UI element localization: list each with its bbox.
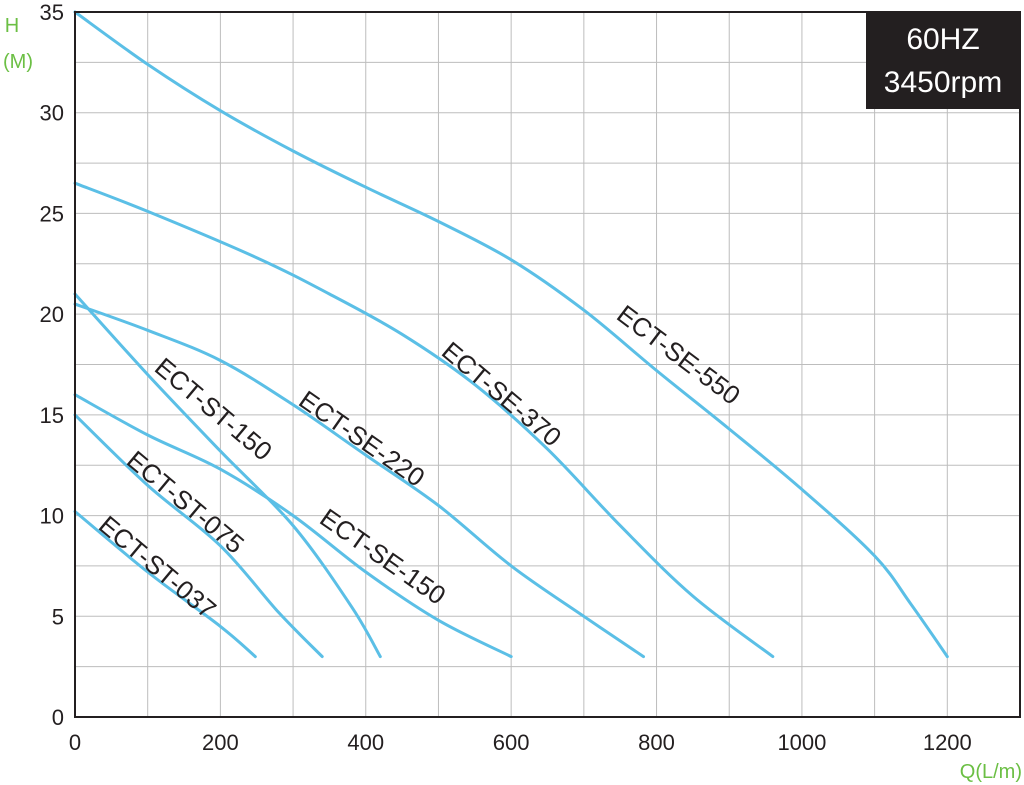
y-tick-label: 0 <box>52 705 64 730</box>
curve-label-ect-se-370: ECT-SE-370 <box>436 336 567 453</box>
grid <box>75 12 1020 717</box>
x-tick-label: 400 <box>347 730 384 755</box>
x-tick-label: 200 <box>202 730 239 755</box>
curve-ect-se-150 <box>73 393 513 659</box>
y-tick-label: 30 <box>40 101 64 126</box>
badge-background <box>866 12 1020 109</box>
curve-label-ect-se-150: ECT-SE-150 <box>315 502 452 610</box>
y-tick-label: 15 <box>40 403 64 428</box>
y-axis-title: H <box>5 15 19 37</box>
badge-frequency: 60HZ <box>906 23 979 56</box>
x-tick-label: 600 <box>493 730 530 755</box>
x-tick-label: 1200 <box>923 730 972 755</box>
plot-frame <box>74 11 1021 718</box>
performance-curves <box>73 10 949 659</box>
curve-label-ect-se-220: ECT-SE-220 <box>294 384 431 492</box>
curve-ect-st-037 <box>73 510 257 659</box>
y-tick-label: 5 <box>52 604 64 629</box>
y-tick-label: 20 <box>40 302 64 327</box>
y-axis-unit: (M) <box>3 51 33 73</box>
x-tick-label: 1000 <box>777 730 826 755</box>
curve-ect-st-075 <box>73 413 324 659</box>
tick-labels: 0 200 400 600 800 1000 1200 0 5 10 15 20 25 30 35 <box>40 0 972 755</box>
x-axis-title: Q(L/m) <box>960 761 1022 783</box>
frequency-badge: 60HZ 3450rpm <box>866 12 1020 109</box>
x-tick-label: 0 <box>69 730 81 755</box>
curve-label-ect-st-150: ECT-ST-150 <box>149 352 278 467</box>
curve-ect-se-550 <box>73 10 949 659</box>
y-tick-label: 25 <box>40 201 64 226</box>
curve-label-ect-se-550: ECT-SE-550 <box>611 299 746 411</box>
curve-ect-st-150 <box>73 292 382 659</box>
curve-ect-se-370 <box>73 181 775 659</box>
x-tick-label: 800 <box>638 730 675 755</box>
y-tick-label: 10 <box>40 504 64 529</box>
badge-speed: 3450rpm <box>884 66 1002 99</box>
y-tick-label: 35 <box>40 0 64 25</box>
curve-ect-se-220 <box>73 302 645 659</box>
